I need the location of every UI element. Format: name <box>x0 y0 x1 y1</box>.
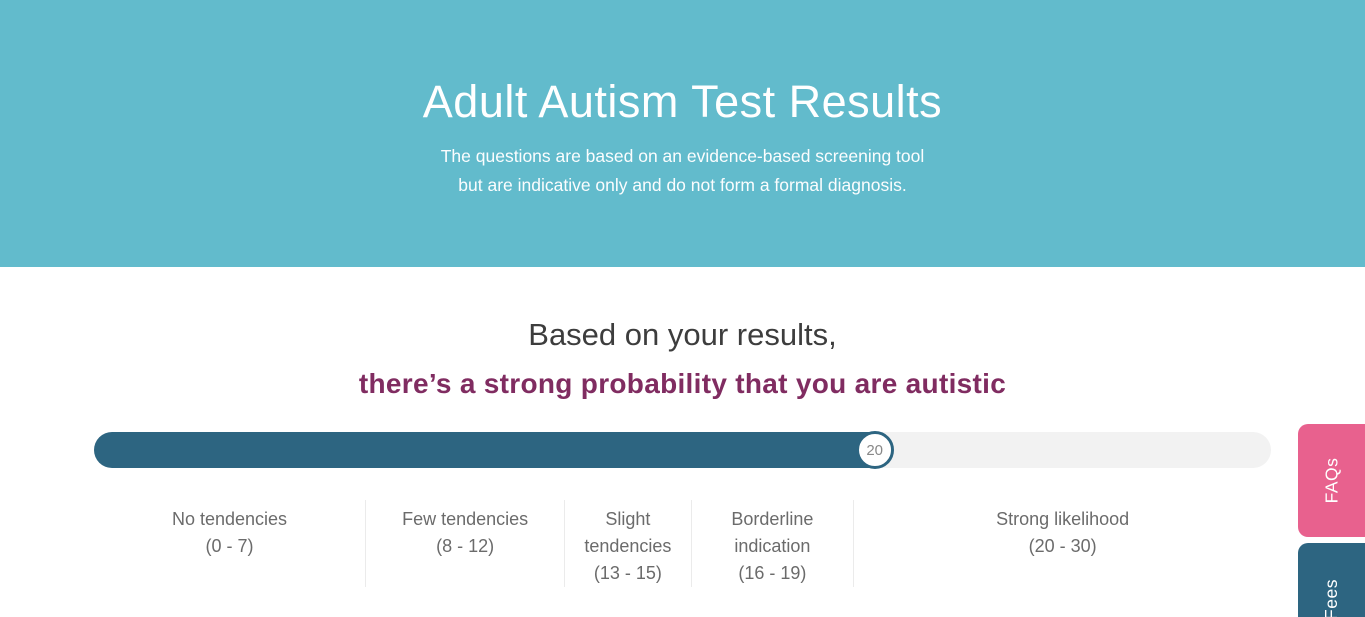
score-marker: 20 <box>855 431 894 469</box>
results-intro: Based on your results, <box>528 317 837 352</box>
side-tab-faqs[interactable]: FAQs <box>1298 424 1365 537</box>
scale-segment-4: Borderline indication (16 - 19) <box>690 500 854 587</box>
score-value: 20 <box>866 441 883 459</box>
segment-range: (8 - 12) <box>436 536 495 556</box>
segment-range: (13 - 15) <box>593 563 662 583</box>
segment-range: (20 - 30) <box>1028 536 1097 556</box>
segment-label: Strong likelihood <box>996 509 1130 529</box>
side-tab-label: FAQs <box>1320 457 1341 504</box>
score-scale: 20 No tendencies (0 - 7) Few tendencies (8 … <box>94 431 1271 587</box>
results-section: Based on your results, there’s a strong … <box>0 315 1365 587</box>
segment-label: Borderline indication <box>731 509 814 556</box>
scale-segment-1: No tendencies (0 - 7) <box>94 500 365 587</box>
segment-label: Slight tendencies <box>584 509 672 556</box>
score-track: 20 <box>94 431 1271 469</box>
scale-segment-3: Slight tendencies (13 - 15) <box>564 500 690 587</box>
side-tab-fees[interactable]: Fees <box>1298 543 1365 617</box>
subtitle-line-2: but are indicative only and do not form … <box>458 174 907 195</box>
side-tabs: FAQs Fees <box>1298 0 1365 617</box>
segment-label: No tendencies <box>171 509 288 529</box>
score-fill <box>94 432 893 468</box>
page-title: Adult Autism Test Results <box>422 76 943 127</box>
segment-range: (16 - 19) <box>738 563 807 583</box>
subtitle-line-1: The questions are based on an evidence-b… <box>440 145 925 166</box>
segment-label: Few tendencies <box>402 509 529 529</box>
scale-segment-2: Few tendencies (8 - 12) <box>365 500 564 587</box>
results-header: Adult Autism Test Results The questions … <box>0 0 1365 267</box>
segment-range: (0 - 7) <box>205 536 254 556</box>
scale-segment-5: Strong likelihood (20 - 30) <box>853 500 1271 587</box>
scale-segments: No tendencies (0 - 7) Few tendencies (8 - 1… <box>94 500 1271 587</box>
side-tab-label: Fees <box>1321 579 1341 617</box>
results-verdict: there’s a strong probability that you ar… <box>358 368 1007 399</box>
header-subtitle: The questions are based on an evidence-b… <box>0 142 1365 200</box>
